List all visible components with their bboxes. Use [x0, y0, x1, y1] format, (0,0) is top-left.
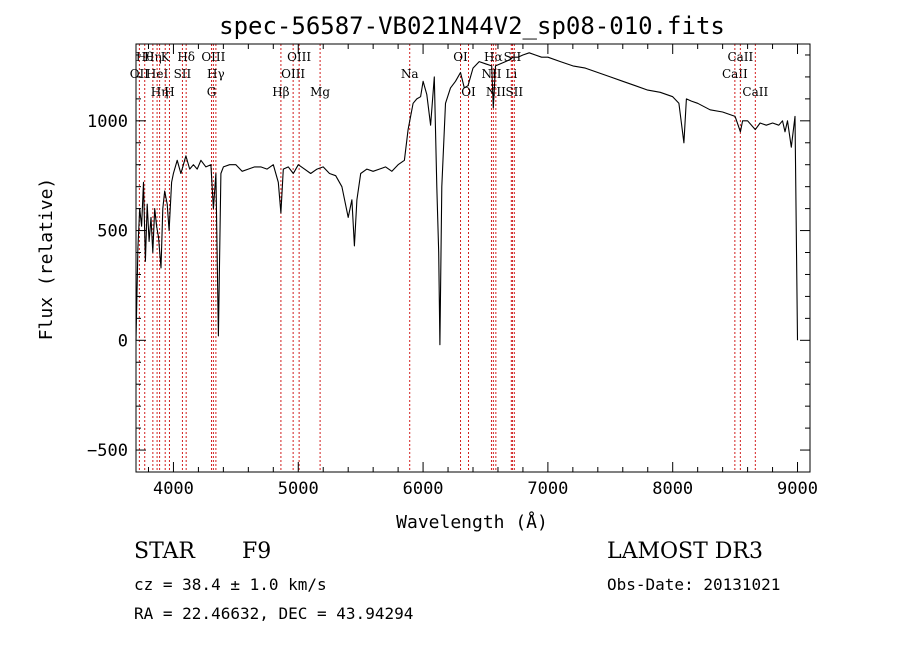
spectrum-line-0: [135, 52, 799, 346]
x-tick-label-7000: 7000: [527, 479, 568, 499]
line-marker-label-16: Na: [401, 67, 419, 81]
line-marker-label-25: CaII: [722, 67, 748, 81]
object-subclass: F9: [242, 539, 272, 564]
line-marker-label-13: OIII: [281, 67, 305, 81]
line-marker-label-24: SII: [505, 85, 523, 99]
spectrum-series: [135, 52, 799, 346]
x-axis-label: Wavelength (Å): [396, 511, 548, 533]
line-marker-label-17: OI: [453, 50, 468, 64]
line-marker-label-8: Hδ: [177, 50, 195, 64]
line-marker-label-22: Li: [505, 67, 517, 81]
observation-date: Obs-Date: 20131021: [607, 575, 781, 594]
x-tick-label-9000: 9000: [777, 479, 818, 499]
y-tick-label--500: −500: [87, 441, 128, 461]
spectrum-chart: spec-56587-VB021N44V2_sp08-010.fits HθHη…: [36, 12, 818, 533]
ra-dec: RA = 22.46632, DEC = 43.94294: [134, 604, 414, 623]
y-tick-label-0: 0: [118, 331, 128, 351]
axes: [135, 43, 811, 473]
line-marker-label-11: G: [207, 85, 217, 99]
x-tick-label-4000: 4000: [153, 479, 194, 499]
line-marker-label-27: CaII: [742, 85, 768, 99]
x-tick-label-6000: 6000: [403, 479, 444, 499]
line-marker-label-21: NII: [486, 85, 506, 99]
object-class: STAR: [134, 539, 195, 564]
y-tick-label-500: 500: [97, 222, 128, 242]
line-marker-label-7: SII: [174, 67, 192, 81]
line-marker-label-5: K: [161, 50, 171, 64]
line-marker-label-4: HeI: [146, 67, 169, 81]
line-marker-label-20: Hα: [484, 50, 503, 64]
line-marker-label-6: H: [164, 85, 174, 99]
y-axis-label: Flux (relative): [36, 178, 57, 341]
line-marker-label-18: OI: [461, 85, 476, 99]
x-tick-label-8000: 8000: [652, 479, 693, 499]
plot-frame: [135, 43, 811, 473]
y-tick-label-1000: 1000: [87, 112, 128, 132]
tick-labels: 4000 5000 6000 7000 8000 9000 −500 0 500 1000: [87, 112, 818, 499]
line-marker-label-2: Hη: [151, 85, 169, 99]
survey-name: LAMOST DR3: [607, 539, 763, 564]
line-marker-label-0: Hθ: [136, 50, 154, 64]
line-marker-label-14: OIII: [287, 50, 311, 64]
x-tick-label-5000: 5000: [278, 479, 319, 499]
line-marker-label-1: Hη: [144, 50, 162, 64]
line-marker-label-3: OII: [130, 67, 150, 81]
line-marker-label-12: Hβ: [272, 85, 289, 99]
chart-title: spec-56587-VB021N44V2_sp08-010.fits: [219, 12, 725, 40]
line-marker-label-26: CaII: [727, 50, 753, 64]
redshift-cz: cz = 38.4 ± 1.0 km/s: [134, 575, 327, 594]
line-marker-label-15: Mg: [310, 85, 330, 99]
line-marker-label-10: Hγ: [207, 67, 225, 81]
line-marker-label-9: OIII: [201, 50, 225, 64]
